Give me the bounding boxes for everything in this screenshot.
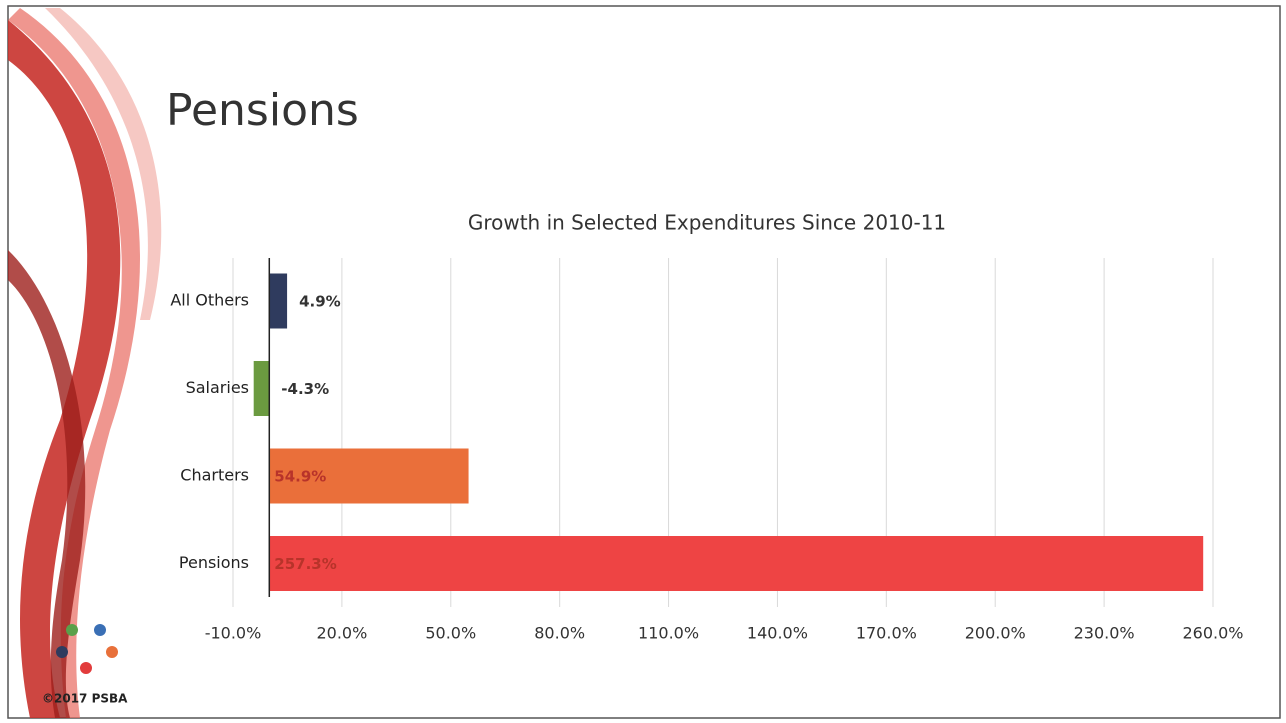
x-tick-label: -10.0%	[205, 624, 262, 643]
x-tick-label: 20.0%	[316, 624, 367, 643]
x-tick-label: 200.0%	[965, 624, 1026, 643]
logo	[56, 624, 118, 674]
slide-title: Pensions	[166, 85, 359, 136]
value-label: 4.9%	[299, 293, 341, 311]
bar	[253, 361, 270, 416]
slide-frame	[7, 5, 1281, 719]
x-tick-label: 80.0%	[534, 624, 585, 643]
footer: ©2017 PSBA	[42, 692, 128, 706]
bar	[269, 448, 469, 504]
x-tick-label: 140.0%	[747, 624, 808, 643]
y-tick-label: All Others	[170, 291, 249, 310]
y-tick-label: Charters	[180, 466, 249, 485]
bar	[269, 273, 288, 329]
x-tick-label: 230.0%	[1074, 624, 1135, 643]
decorative-swoosh	[8, 8, 162, 718]
y-tick-label: Pensions	[179, 553, 249, 572]
chart-title: Growth in Selected Expenditures Since 20…	[468, 211, 946, 235]
value-label: 257.3%	[274, 555, 336, 573]
x-tick-label: 170.0%	[856, 624, 917, 643]
value-label: 54.9%	[274, 468, 326, 486]
y-tick-label: Salaries	[186, 378, 249, 397]
x-tick-label: 50.0%	[425, 624, 476, 643]
x-tick-label: 110.0%	[638, 624, 699, 643]
bar	[269, 536, 1204, 591]
x-tick-label: 260.0%	[1182, 624, 1243, 643]
value-label: -4.3%	[281, 380, 329, 398]
